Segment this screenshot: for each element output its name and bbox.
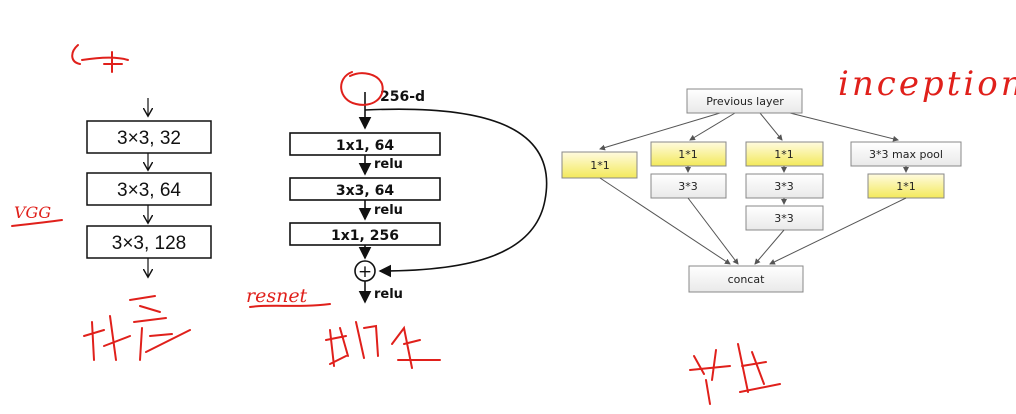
inception-branch3-conv1-label: 1*1 [774,148,794,161]
inception-branch2-conv3-label: 3*3 [678,180,698,193]
inception-branch3-conv3b [745,205,824,231]
inception-branch2-conv1 [650,141,727,167]
inception-concat-label: concat [728,273,766,286]
resnet-annotation: resnet [246,285,308,307]
inception-branch3-conv3a [745,173,824,199]
resnet-bottom-scribble [325,321,441,369]
inc-edge-c4 [769,197,907,265]
inception-module: Previous layer 1*1 1*1 3*3 1*1 3*3 3*3 3… [561,88,962,293]
resnet-input-circle [340,71,384,106]
inception-branch4-maxpool [850,141,962,167]
vgg-layer-1 [86,120,212,154]
vgg-stack: 3×3, 32 3×3, 64 3×3, 128 [86,98,212,276]
vgg-layer-1-label: 3×3, 32 [117,128,181,149]
inc-edge-2 [689,112,736,141]
resnet-layer-2-label: 3x3, 64 [336,183,394,199]
inception-branch4-conv1-label: 1*1 [896,180,916,193]
inception-branch2-conv3 [650,173,727,199]
inception-branch1-conv1 [561,151,638,179]
inception-concat [688,265,804,293]
vgg-bottom-scribble [83,295,191,361]
inception-branch1-conv1-label: 1*1 [590,159,610,172]
resnet-layer-1-label: 1x1, 64 [336,138,394,154]
inception-branch3-conv3b-label: 3*3 [774,212,794,225]
red-annotations [11,44,781,405]
resnet-relu-2: relu [374,203,403,218]
resnet-underline [249,303,331,308]
resnet-layer-3-label: 1x1, 256 [331,228,399,244]
inception-branch4-conv1 [867,173,945,199]
inception-previous-layer-label: Previous layer [706,95,784,108]
inception-branch4-maxpool-label: 3*3 max pool [869,148,943,161]
resnet-sum-symbol: + [358,262,372,282]
vgg-layer-3 [86,225,212,259]
scribble-top-left [71,44,129,73]
vgg-annotation: VGG [14,203,51,222]
inception-branch3-conv1 [745,141,824,167]
inc-edge-c2 [687,197,739,265]
vgg-layer-2 [86,172,212,206]
inc-edge-3 [759,112,783,141]
resnet-skip-connection [364,108,548,278]
inception-branch2-conv1-label: 1*1 [678,148,698,161]
resnet-relu-3: relu [374,287,403,302]
inc-edge-4 [789,112,899,142]
resnet-input-label: 256-d [380,89,425,105]
inception-previous-layer [686,88,803,114]
resnet-relu-1: relu [374,157,403,172]
resnet-block: 256-d 1x1, 64 relu 3x3, 64 relu 1x1, 256… [289,89,548,304]
vgg-layer-2-label: 3×3, 64 [117,180,181,201]
inc-edge-c1 [599,177,731,265]
inception-bottom-scribble [689,343,781,405]
vgg-underline [11,219,63,227]
vgg-layer-3-label: 3×3, 128 [112,233,187,254]
inc-edge-c3 [754,229,785,265]
inception-annotation: inception [838,64,1016,104]
inc-edge-1 [599,112,721,151]
inception-branch3-conv3a-label: 3*3 [774,180,794,193]
